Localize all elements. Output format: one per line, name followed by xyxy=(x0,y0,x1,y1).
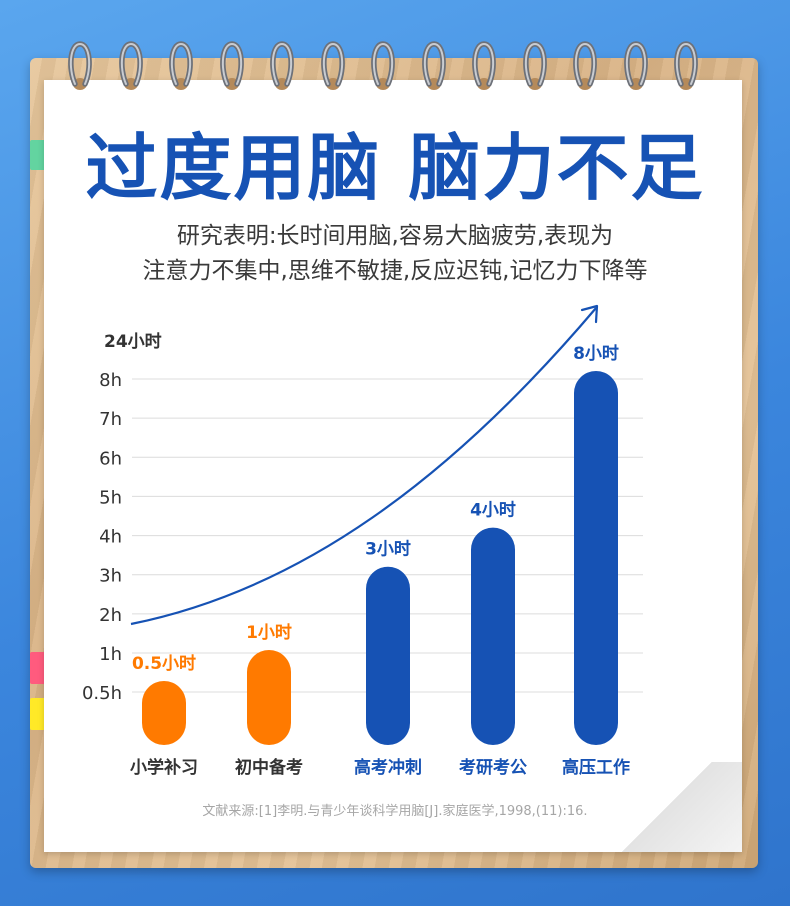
bar xyxy=(574,371,618,745)
bar xyxy=(366,566,410,745)
y-tick-label: 3h xyxy=(99,566,122,587)
data-label: 4小时 xyxy=(470,501,516,521)
green-tab xyxy=(30,140,44,170)
yellow-tab xyxy=(30,698,44,730)
y-tick-label: 7h xyxy=(99,409,122,430)
data-label: 0.5小时 xyxy=(132,654,196,674)
ring-icon xyxy=(270,41,294,90)
arrowhead-icon xyxy=(580,304,599,324)
ring-icon xyxy=(371,41,395,90)
ring-icon xyxy=(320,41,345,90)
bar xyxy=(247,650,291,745)
y-tick-label: 0.5h xyxy=(82,683,122,704)
bar xyxy=(471,527,515,745)
y-tick-label: 5h xyxy=(99,487,122,508)
x-tick-label: 初中备考 xyxy=(235,757,303,778)
y-tick-label: 1h xyxy=(99,644,122,665)
x-tick-label: 高考冲刺 xyxy=(354,757,422,778)
ring-icon xyxy=(118,41,143,90)
trend-arrow xyxy=(130,307,597,626)
y-tick-label: 6h xyxy=(99,448,122,469)
bar xyxy=(142,681,186,745)
x-tick-label: 考研考公 xyxy=(458,757,527,778)
source-citation: 文献来源:[1]李明.与青少年谈科学用脑[J].家庭医学,1998,(11):1… xyxy=(202,804,588,819)
data-label: 1小时 xyxy=(246,623,292,643)
x-tick-label: 小学补习 xyxy=(130,757,198,778)
ring-icon xyxy=(472,41,496,90)
subtitle-line-2: 注意力不集中,思维不敏捷,反应迟钝,记忆力下降等 xyxy=(142,258,648,284)
ring-icon xyxy=(169,41,193,90)
y-tick-label: 4h xyxy=(99,527,122,548)
pink-tab xyxy=(30,652,44,684)
ring-icon xyxy=(674,41,698,90)
data-label: 8小时 xyxy=(573,344,619,364)
x-tick-label: 高压工作 xyxy=(562,757,630,778)
subtitle-line-1: 研究表明:长时间用脑,容易大脑疲劳,表现为 xyxy=(176,223,614,249)
ring-icon xyxy=(68,41,92,90)
ring-icon xyxy=(522,41,547,90)
ring-icon xyxy=(421,41,446,90)
y-tick-label: 2h xyxy=(99,605,122,626)
ring-icon xyxy=(573,41,597,90)
ring-icon xyxy=(219,41,244,90)
page-title: 过度用脑 脑力不足 xyxy=(85,126,705,210)
y-axis-title: 24小时 xyxy=(104,332,162,352)
data-label: 3小时 xyxy=(365,540,411,560)
y-tick-label: 8h xyxy=(99,370,122,391)
ring-icon xyxy=(623,41,648,90)
